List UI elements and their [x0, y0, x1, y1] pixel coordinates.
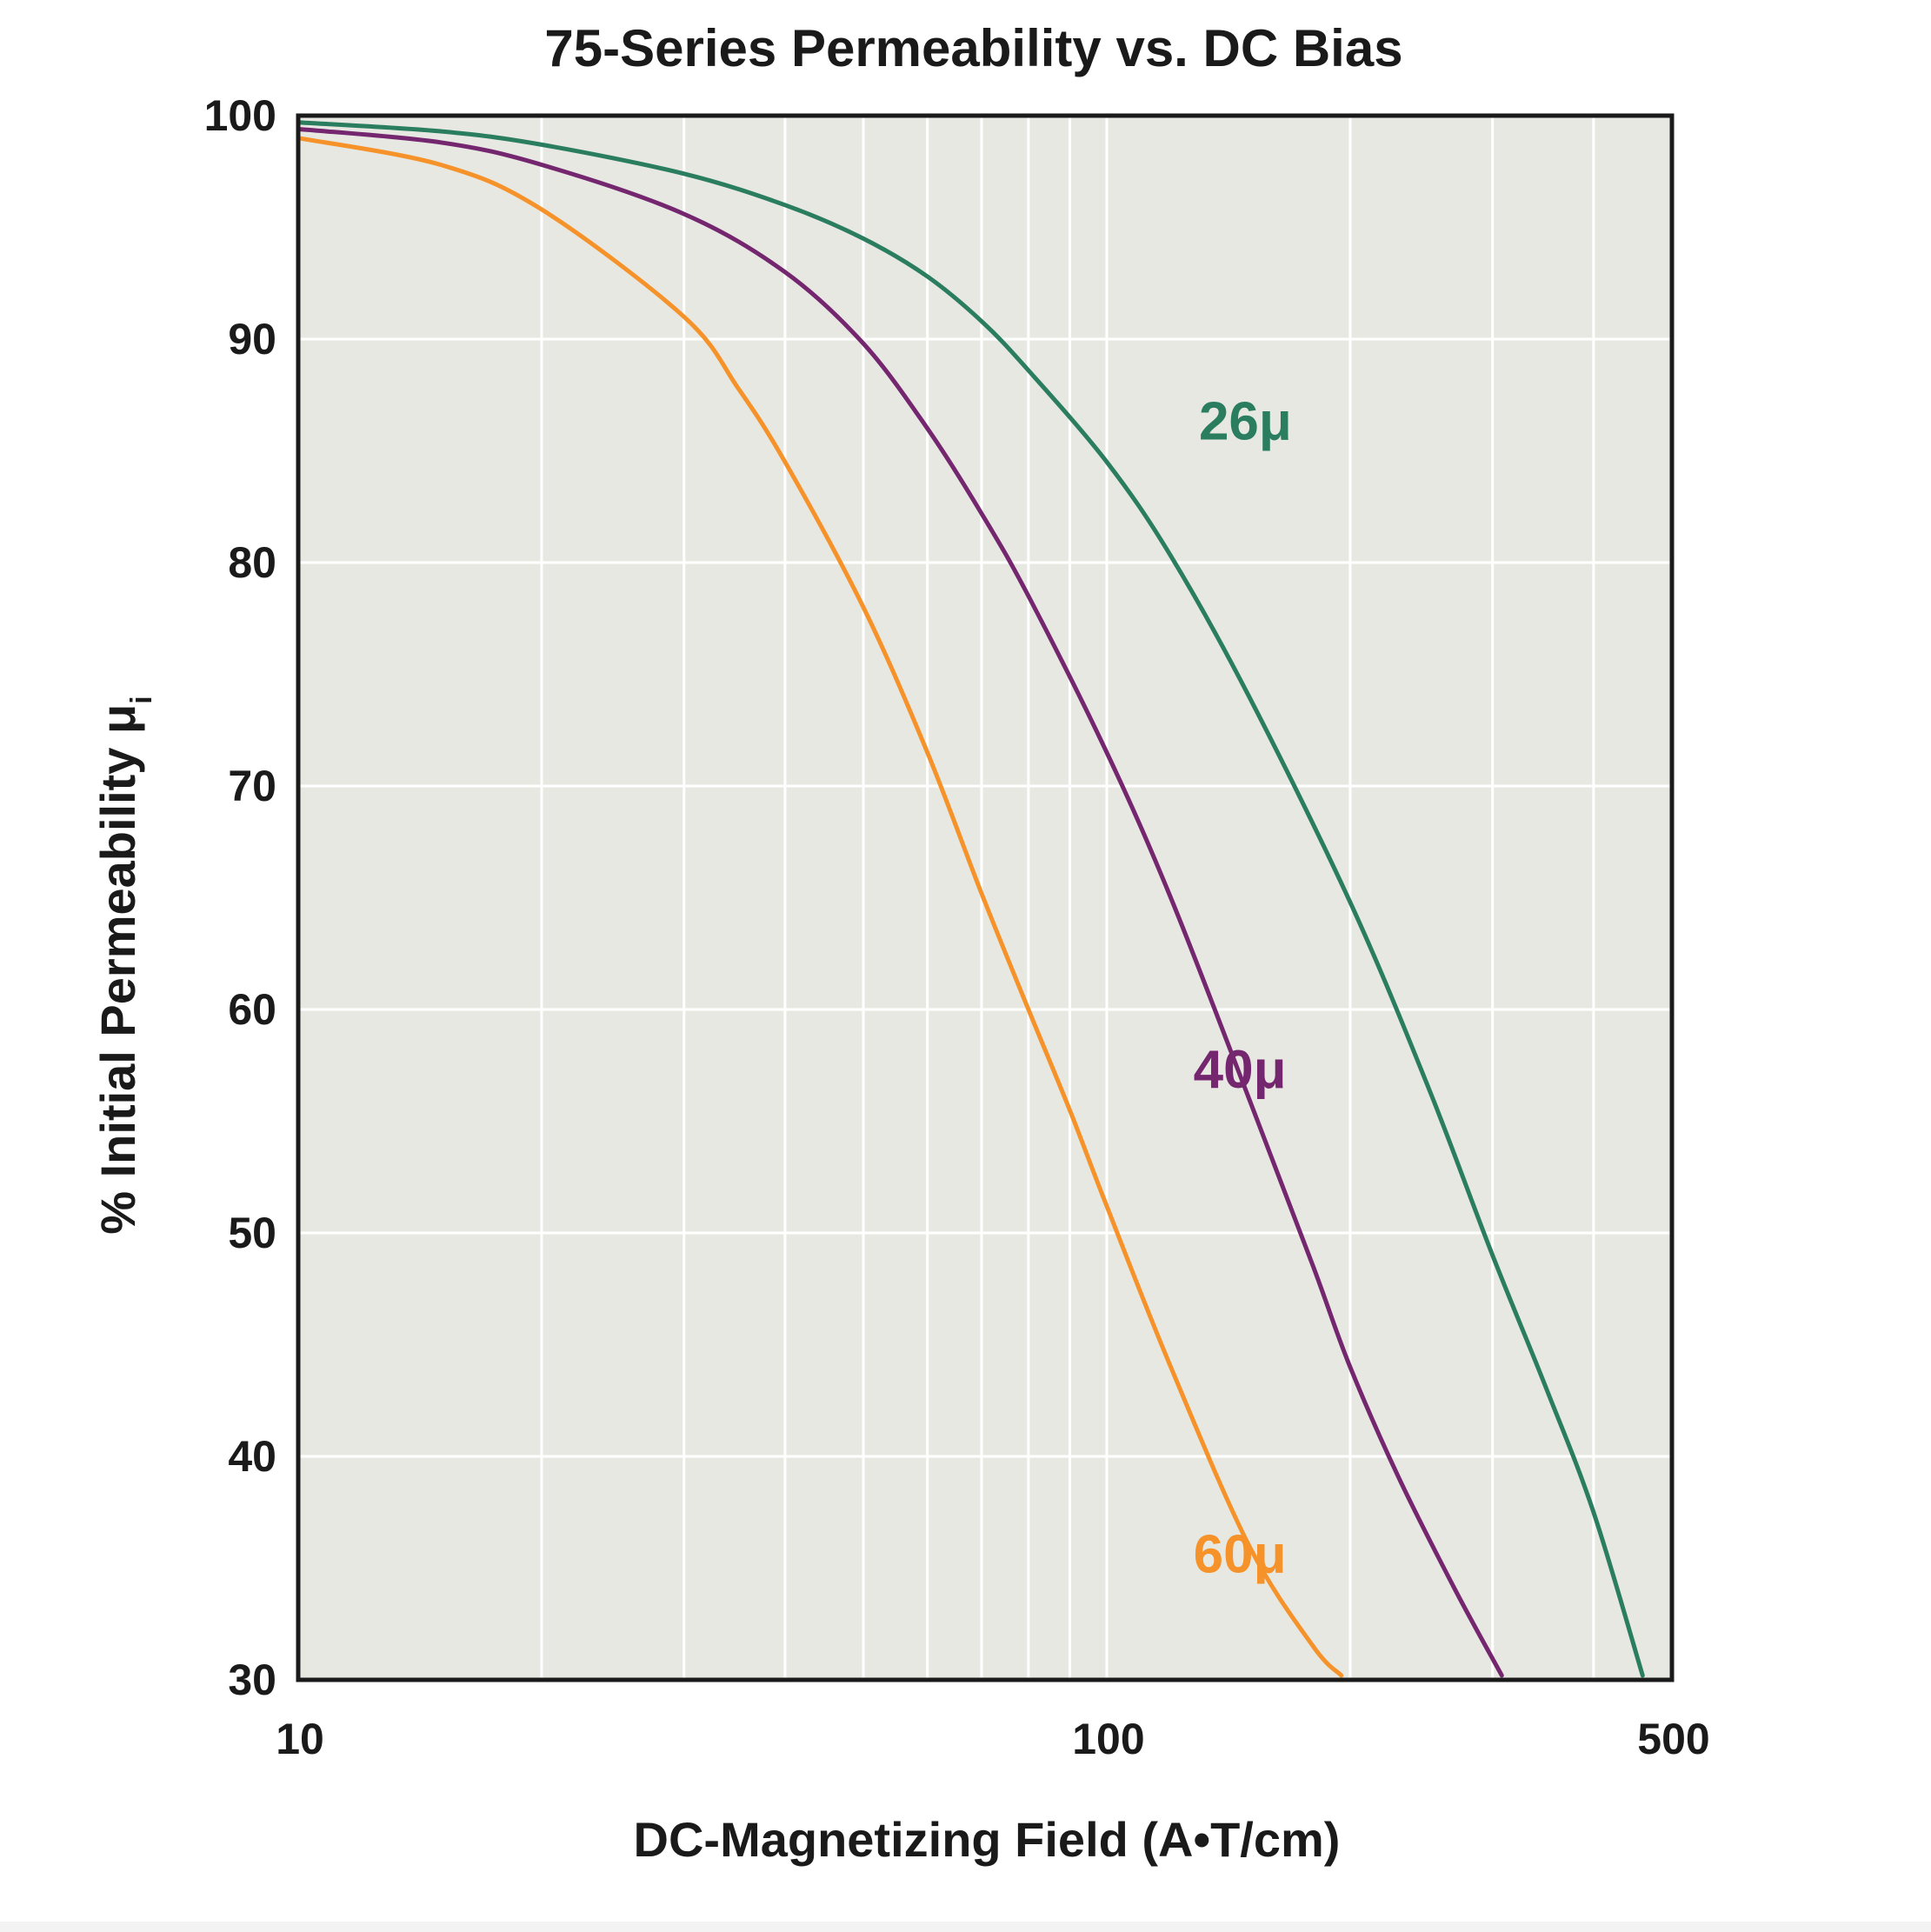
series-annotations: 26μ 40μ 60μ [1194, 392, 1292, 1585]
y-tick-label: 70 [228, 762, 276, 810]
x-tick-label: 10 [276, 1715, 324, 1763]
plot-frame [296, 113, 1675, 1682]
series-group [296, 120, 1645, 1678]
series-annotation: 60μ [1194, 1525, 1287, 1585]
x-axis-label: DC-Magnetizing Field (A•T/cm) [634, 1812, 1341, 1867]
chart-title: 75-Series Permeability vs. DC Bias [544, 19, 1402, 77]
grid [298, 116, 1672, 1680]
y-tick-label: 80 [228, 538, 276, 587]
x-tick-label: 100 [1072, 1715, 1144, 1763]
y-axis-ticks: 30 40 50 60 70 80 90 100 [204, 91, 276, 1704]
y-tick-label: 60 [228, 985, 276, 1034]
bottom-strip [0, 1922, 1931, 1932]
series-line-1 [296, 126, 1504, 1678]
series-annotation: 26μ [1199, 392, 1292, 452]
y-tick-label: 40 [228, 1432, 276, 1481]
y-tick-label: 50 [228, 1209, 276, 1257]
y-tick-label: 100 [204, 91, 276, 140]
series-annotation: 40μ [1194, 1040, 1287, 1100]
y-tick-label: 90 [228, 315, 276, 363]
y-axis-label-main: % Initial Permeability μ [90, 704, 145, 1235]
y-axis-label-subscript: i [125, 696, 158, 703]
x-tick-label: 500 [1637, 1715, 1709, 1763]
series-line-2 [296, 136, 1344, 1678]
y-tick-label: 30 [228, 1656, 276, 1704]
x-axis-ticks: 10 100 500 [276, 1715, 1710, 1763]
y-axis-label: % Initial Permeability μi [90, 696, 158, 1234]
series-line-0 [296, 120, 1645, 1678]
